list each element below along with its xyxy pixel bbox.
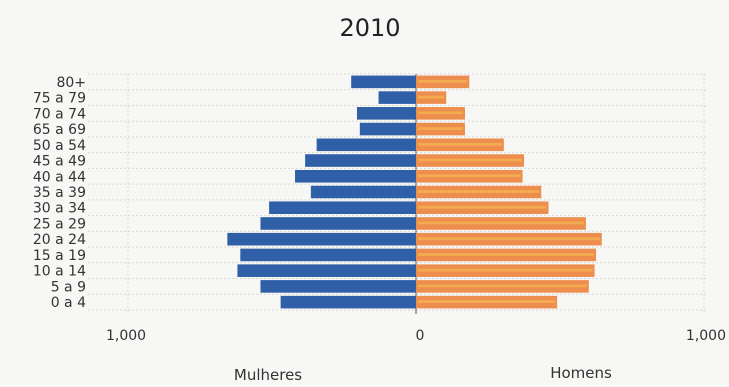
mulheres-bar <box>260 280 416 293</box>
x-axis-ticks: 1,000 0 1,000 <box>106 328 726 344</box>
mulheres-bar <box>356 107 416 120</box>
mulheres-bar <box>316 138 416 152</box>
x-tick-label: 0 <box>416 328 425 344</box>
mulheres-bar <box>280 295 416 309</box>
homens-bar-highlight <box>418 142 502 146</box>
age-group-label: 80+ <box>56 75 86 91</box>
age-group-label: 40 a 44 <box>33 169 86 185</box>
age-group-label: 30 a 34 <box>33 201 86 217</box>
homens-bar-highlight <box>418 111 463 115</box>
age-group-label: 0 a 4 <box>51 295 86 311</box>
age-group-label: 25 a 29 <box>33 216 86 232</box>
age-group-label: 5 a 9 <box>51 279 86 295</box>
age-group-label: 20 a 24 <box>33 232 86 248</box>
homens-bar-highlight <box>418 127 463 130</box>
age-group-label: 65 a 69 <box>33 122 86 138</box>
homens-bar-highlight <box>418 158 522 162</box>
x-tick-label: 1,000 <box>106 328 146 344</box>
mulheres-bar <box>351 75 416 89</box>
left-side-label: Mulheres <box>234 366 302 384</box>
homens-bar-highlight <box>418 205 547 209</box>
age-group-label: 35 a 39 <box>33 185 86 201</box>
homens-bar-highlight <box>418 268 593 272</box>
x-tick-label: 1,000 <box>686 328 726 344</box>
mulheres-bar <box>305 154 416 167</box>
mulheres-bar <box>310 185 416 199</box>
mulheres-bar <box>227 232 416 246</box>
homens-bar-highlight <box>418 79 468 83</box>
mulheres-bar <box>378 91 416 104</box>
homens-bars <box>416 75 602 309</box>
age-group-label: 70 a 74 <box>33 106 86 122</box>
age-group-label: 10 a 14 <box>33 264 86 280</box>
homens-bar-highlight <box>418 253 594 256</box>
mulheres-bar <box>359 122 416 136</box>
chart-title: 2010 <box>339 14 400 42</box>
age-group-label: 50 a 54 <box>33 138 86 154</box>
homens-bar-highlight <box>418 190 540 193</box>
mulheres-bar <box>240 248 416 262</box>
homens-bar-highlight <box>418 284 587 288</box>
mulheres-bars <box>227 75 416 309</box>
homens-bar-highlight <box>418 95 445 99</box>
homens-bar-highlight <box>418 237 600 241</box>
age-group-label: 75 a 79 <box>33 91 86 107</box>
age-group-label: 45 a 49 <box>33 154 86 170</box>
mulheres-bar <box>260 217 416 230</box>
mulheres-bar <box>269 201 416 215</box>
homens-bar-highlight <box>418 300 556 304</box>
homens-bar-highlight <box>418 174 521 178</box>
mulheres-bar <box>237 264 416 277</box>
mulheres-bar <box>295 169 416 183</box>
homens-bar-highlight <box>418 221 584 225</box>
age-group-label: 15 a 19 <box>33 248 86 264</box>
right-side-label: Homens <box>550 364 612 382</box>
